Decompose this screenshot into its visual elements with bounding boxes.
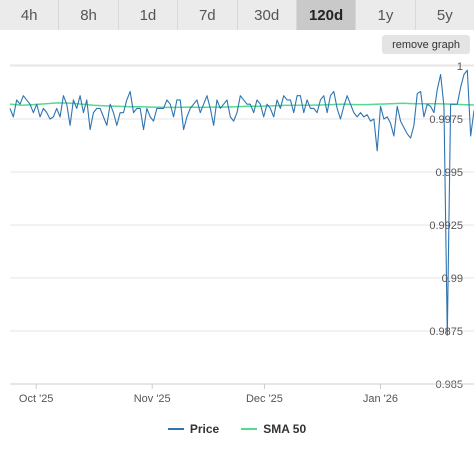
y-tick-label: 1 <box>457 61 463 73</box>
x-tick-label: Jan '26 <box>363 393 398 405</box>
legend-swatch <box>241 428 258 430</box>
legend-label: SMA 50 <box>263 422 307 436</box>
price-chart: 1 0.9975 0.995 0.9925 0.99 0.9875 0.985 Oct '25… <box>9 61 474 405</box>
x-tick-label: Oct '25 <box>19 393 54 405</box>
tab-8h[interactable]: 8h <box>59 0 119 30</box>
legend: Price SMA 50 <box>0 418 474 440</box>
price-series <box>9 69 474 336</box>
x-tick-label: Nov '25 <box>134 393 171 405</box>
grid <box>10 64 474 385</box>
legend-label: Price <box>189 422 220 436</box>
axes: 1 0.9975 0.995 0.9925 0.99 0.9875 0.985 Oct '25… <box>10 61 474 405</box>
y-tick-label: 0.9925 <box>429 220 463 232</box>
tab-4h[interactable]: 4h <box>0 0 60 30</box>
series-line-sma-50 <box>9 102 474 109</box>
timeframe-tabs: 4h 8h 1d 7d 30d 120d 1y 5y <box>0 0 474 30</box>
y-tick-label: 0.99 <box>442 273 463 285</box>
legend-item-sma-50[interactable]: SMA 50 <box>241 422 306 436</box>
tab-1y[interactable]: 1y <box>356 0 416 30</box>
tab-5y[interactable]: 5y <box>415 0 474 30</box>
series-line-price <box>9 69 474 336</box>
tab-1d[interactable]: 1d <box>118 0 179 30</box>
tab-120d[interactable]: 120d <box>296 0 357 30</box>
legend-item-price[interactable]: Price <box>167 422 220 436</box>
legend-swatch <box>167 428 184 430</box>
y-tick-label: 0.9875 <box>429 326 463 338</box>
x-tick-label: Dec '25 <box>246 393 283 405</box>
y-tick-label: 0.9975 <box>429 114 463 126</box>
sma-series <box>9 102 474 109</box>
tab-7d[interactable]: 7d <box>178 0 238 30</box>
y-tick-label: 0.985 <box>435 379 463 391</box>
remove-graph-button[interactable]: remove graph <box>382 35 470 54</box>
tab-30d[interactable]: 30d <box>237 0 297 30</box>
y-tick-label: 0.995 <box>435 167 463 179</box>
